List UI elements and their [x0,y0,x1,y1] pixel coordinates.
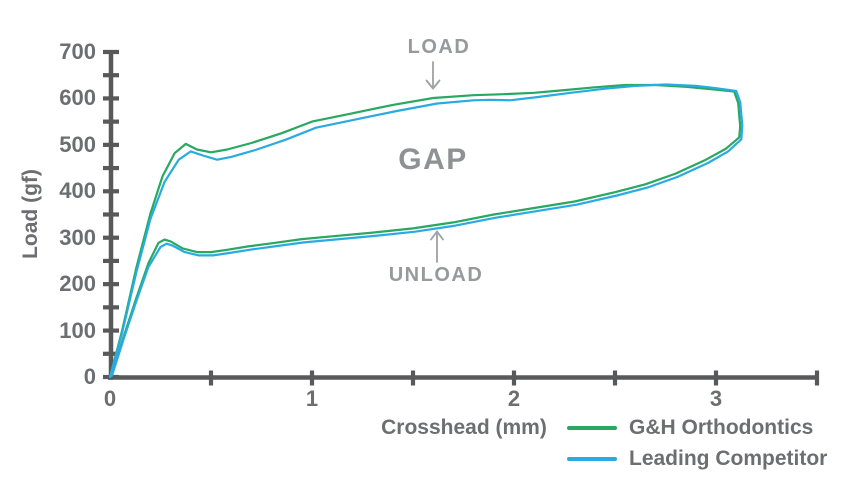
y-tick-label: 500 [59,131,96,157]
x-axis-title: Crosshead (mm) [381,416,547,439]
legend-item-competitor: Leading Competitor [567,447,827,471]
load-annotation: LOAD [407,36,471,58]
gap-annotation: GAP [398,143,468,176]
series-line-gh-orthodontics [108,83,742,379]
legend-label-gh: G&H Orthodontics [629,416,814,439]
blue-line-swatch [567,456,617,462]
load-arrowhead-icon [425,79,441,90]
y-tick-label: 700 [59,38,96,64]
y-tick-label: 100 [59,317,96,343]
x-tick-label: 3 [709,386,723,411]
x-tick-label: 1 [305,386,319,411]
unload-arrowhead-icon [430,230,444,241]
series-line-leading-competitor [108,83,744,379]
legend: G&H Orthodontics Leading Competitor [567,416,827,478]
y-tick-label: 200 [59,271,96,297]
green-line-swatch [567,425,617,431]
y-tick-label: 300 [59,224,96,250]
legend-item-gh: G&H Orthodontics [567,416,827,440]
y-tick-label: 400 [59,178,96,204]
legend-label-competitor: Leading Competitor [629,447,828,470]
x-tick-label: 2 [507,386,521,411]
y-tick-label: 600 [59,85,96,111]
y-tick-label: 0 [83,364,96,389]
unload-annotation: UNLOAD [388,264,484,286]
x-tick-label: 0 [103,386,117,411]
